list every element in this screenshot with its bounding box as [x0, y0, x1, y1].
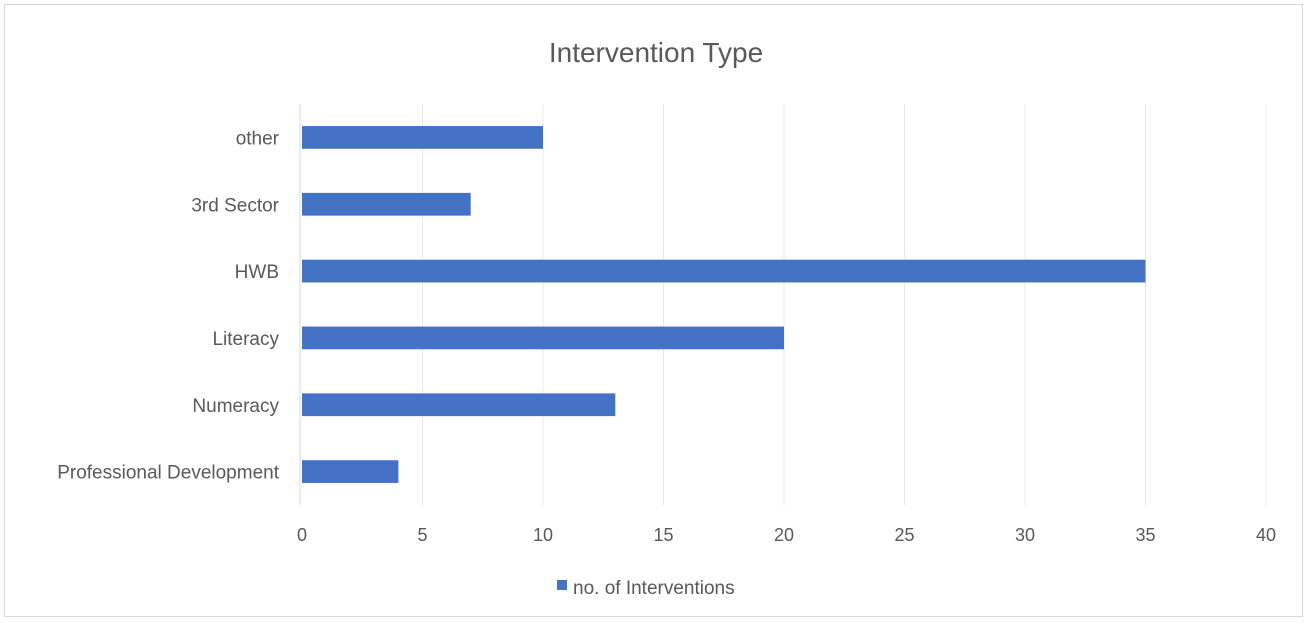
bar: [302, 126, 543, 149]
x-tick-label: 0: [297, 525, 307, 545]
x-tick-label: 20: [774, 525, 794, 545]
bar: [302, 393, 616, 417]
x-tick-label: 35: [1135, 525, 1155, 545]
legend-swatch: [557, 580, 567, 590]
x-tick-label: 5: [417, 525, 427, 545]
chart-title: Intervention Type: [549, 37, 763, 68]
legend-label: no. of Interventions: [573, 578, 735, 599]
category-label: 3rd Sector: [191, 195, 279, 216]
x-tick-label: 15: [653, 525, 673, 545]
x-tick-label: 30: [1015, 525, 1035, 545]
bar: [302, 460, 399, 483]
category-label: Numeracy: [192, 396, 279, 417]
category-label: Professional Development: [57, 463, 280, 484]
category-label: Literacy: [212, 329, 279, 350]
x-tick-labels: 0 5 10 15 20 25 30 35 40: [297, 525, 1276, 545]
x-tick-label: 25: [894, 525, 914, 545]
gridlines: [422, 104, 1267, 505]
x-tick-label: 10: [533, 525, 553, 545]
legend: no. of Interventions: [557, 578, 735, 599]
category-labels: other 3rd Sector HWB Literacy Numeracy Profes…: [57, 128, 280, 483]
chart-frame: [4, 4, 1303, 617]
bar: [302, 326, 784, 350]
bar: [302, 192, 471, 216]
bars: [302, 126, 1146, 483]
category-label: other: [236, 128, 280, 149]
bar: [302, 259, 1146, 283]
x-tick-label: 40: [1256, 525, 1276, 545]
category-label: HWB: [235, 262, 279, 283]
